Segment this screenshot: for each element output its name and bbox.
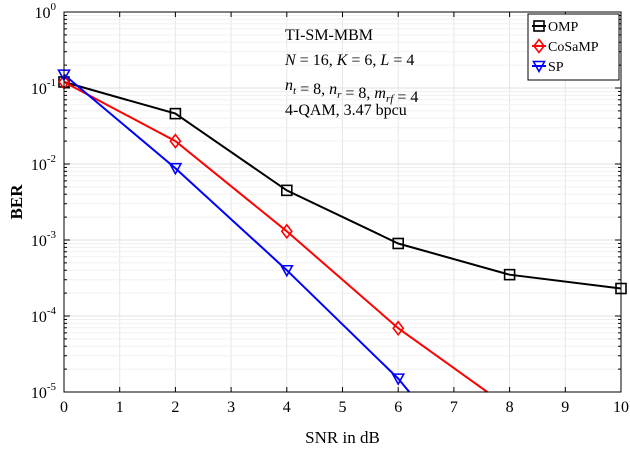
data-point-sp	[168, 162, 183, 176]
series-line-cosamp	[63, 81, 488, 393]
y-tick-label: 10-5	[31, 381, 57, 402]
x-tick-label: 10	[613, 399, 629, 416]
legend-marker-cosamp	[532, 38, 546, 54]
data-point-omp	[169, 107, 182, 120]
annotation-box: TI-SM-MBM N = 16, K = 6, L = 4 nt = 8, nr …	[284, 27, 418, 119]
data-point-cosamp	[169, 133, 182, 149]
series-layer	[57, 69, 627, 393]
data-point-sp	[279, 264, 294, 278]
y-axis-label: BER	[7, 184, 26, 220]
legend-label-omp: OMP	[548, 20, 579, 35]
legend-label-sp: SP	[548, 60, 564, 75]
data-point-omp	[503, 268, 516, 281]
y-tick-label: 10-4	[31, 305, 57, 326]
legend: OMP CoSaMP SP	[527, 13, 620, 81]
annotation-line: TI-SM-MBM	[285, 27, 373, 44]
x-tick-label: 7	[450, 399, 458, 416]
y-tick-label: 10-2	[31, 153, 56, 174]
x-tick-label: 0	[60, 399, 68, 416]
data-point-omp	[392, 237, 405, 250]
annotation-line: N = 16, K = 6, L = 4	[284, 52, 414, 69]
data-point-cosamp	[280, 223, 293, 240]
annotation-line: nt = 8, nr = 8, mrf = 4	[285, 77, 418, 106]
legend-marker-omp	[533, 20, 545, 32]
data-point-sp	[391, 373, 406, 386]
annotation-line: 4-QAM, 3.47 bpcu	[285, 102, 407, 119]
x-tick-label: 1	[116, 399, 124, 416]
y-tick-label: 10-1	[31, 77, 56, 98]
data-point-cosamp	[392, 320, 405, 337]
x-tick-label: 5	[339, 399, 347, 416]
y-tick-label: 100	[35, 1, 57, 22]
x-tick-label: 3	[227, 399, 235, 416]
y-tick-label: 10-3	[31, 229, 57, 250]
x-tick-label: 4	[283, 399, 291, 416]
series-line-omp	[63, 81, 622, 290]
legend-label-cosamp: CoSaMP	[548, 40, 599, 55]
x-tick-label: 2	[171, 399, 179, 416]
x-tick-label: 8	[506, 399, 514, 416]
legend-marker-sp	[532, 60, 546, 74]
x-tick-label: 6	[394, 399, 402, 416]
axis-ticks: 0 1 2 3 4 5 6 7 8 9 10 100 10-1 10-2 10-3 10-4 10-5	[31, 1, 629, 416]
series-line-sp	[63, 73, 411, 393]
x-tick-label: 9	[561, 399, 569, 416]
x-axis-label: SNR in dB	[305, 428, 380, 447]
data-point-omp	[280, 184, 293, 197]
